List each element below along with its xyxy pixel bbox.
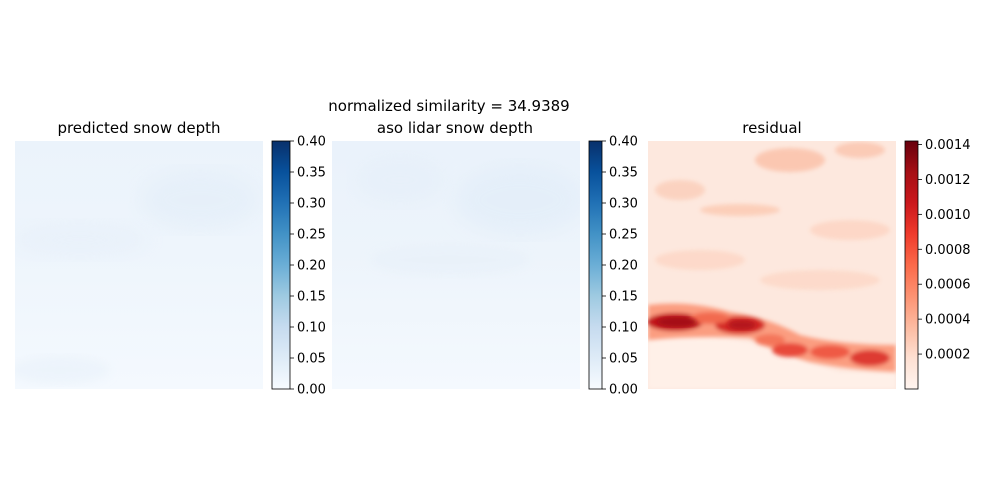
panel-title-aso: aso lidar snow depth xyxy=(377,119,533,137)
colorbar-residual-tick-label: 0.0014 xyxy=(925,138,971,153)
colorbar-aso-tick-label: 0.35 xyxy=(609,166,638,181)
colorbar-aso-tick-label: 0.20 xyxy=(609,259,638,274)
colorbar-aso: 0.00 0.05 0.10 0.15 0.20 0.25 0.30 0.35 0.40 xyxy=(588,135,638,398)
colorbar-aso-gradient xyxy=(588,140,603,390)
figure-suptitle: normalized similarity = 34.9389 xyxy=(328,97,569,115)
colorbar-predicted-tick-label: 0.15 xyxy=(297,290,326,305)
heatmap-residual xyxy=(648,141,896,389)
heatmap-predicted xyxy=(15,141,263,389)
colorbar-aso-tick-label: 0.30 xyxy=(609,197,638,212)
colorbar-residual-tick-label: 0.0008 xyxy=(925,243,971,258)
panel-residual: residual xyxy=(648,119,971,390)
colorbar-residual-tick-label: 0.0006 xyxy=(925,278,971,293)
colorbar-predicted: 0.00 0.05 0.10 0.15 0.20 0.25 0.30 0.35 0.40 xyxy=(271,135,326,398)
colorbar-predicted-tick-label: 0.30 xyxy=(297,197,326,212)
colorbar-aso-tick-label: 0.05 xyxy=(609,352,638,367)
colorbar-residual: 0.0002 0.0004 0.0006 0.0008 0.0010 0.0012 0.00… xyxy=(904,138,971,390)
panel-aso: aso lidar snow depth 0.00 0.05 0.10 0.15 0.2… xyxy=(332,119,638,398)
colorbar-predicted-tick-label: 0.05 xyxy=(297,352,326,367)
colorbar-predicted-tick-label: 0.10 xyxy=(297,321,326,336)
colorbar-residual-tick-label: 0.0004 xyxy=(925,313,971,328)
colorbar-residual-gradient xyxy=(904,140,919,390)
colorbar-residual-tick-label: 0.0012 xyxy=(925,173,971,188)
colorbar-predicted-tick-label: 0.35 xyxy=(297,166,326,181)
colorbar-predicted-tick-label: 0.25 xyxy=(297,228,326,243)
colorbar-residual-tick-label: 0.0002 xyxy=(925,348,971,363)
colorbar-predicted-tick-label: 0.20 xyxy=(297,259,326,274)
colorbar-aso-tick-label: 0.40 xyxy=(609,135,638,150)
colorbar-aso-tick-label: 0.15 xyxy=(609,290,638,305)
panel-title-predicted: predicted snow depth xyxy=(57,119,220,137)
colorbar-predicted-tick-label: 0.40 xyxy=(297,135,326,150)
colorbar-aso-tick-label: 0.25 xyxy=(609,228,638,243)
colorbar-predicted-tick-label: 0.00 xyxy=(297,383,326,398)
colorbar-aso-tick-label: 0.10 xyxy=(609,321,638,336)
colorbar-predicted-gradient xyxy=(271,140,291,390)
panel-predicted: predicted snow depth 0.00 0.05 0.10 0.15 0.2… xyxy=(15,119,326,398)
heatmap-aso xyxy=(332,141,580,389)
panel-title-residual: residual xyxy=(742,119,801,137)
colorbar-residual-tick-label: 0.0010 xyxy=(925,208,971,223)
colorbar-aso-tick-label: 0.00 xyxy=(609,383,638,398)
